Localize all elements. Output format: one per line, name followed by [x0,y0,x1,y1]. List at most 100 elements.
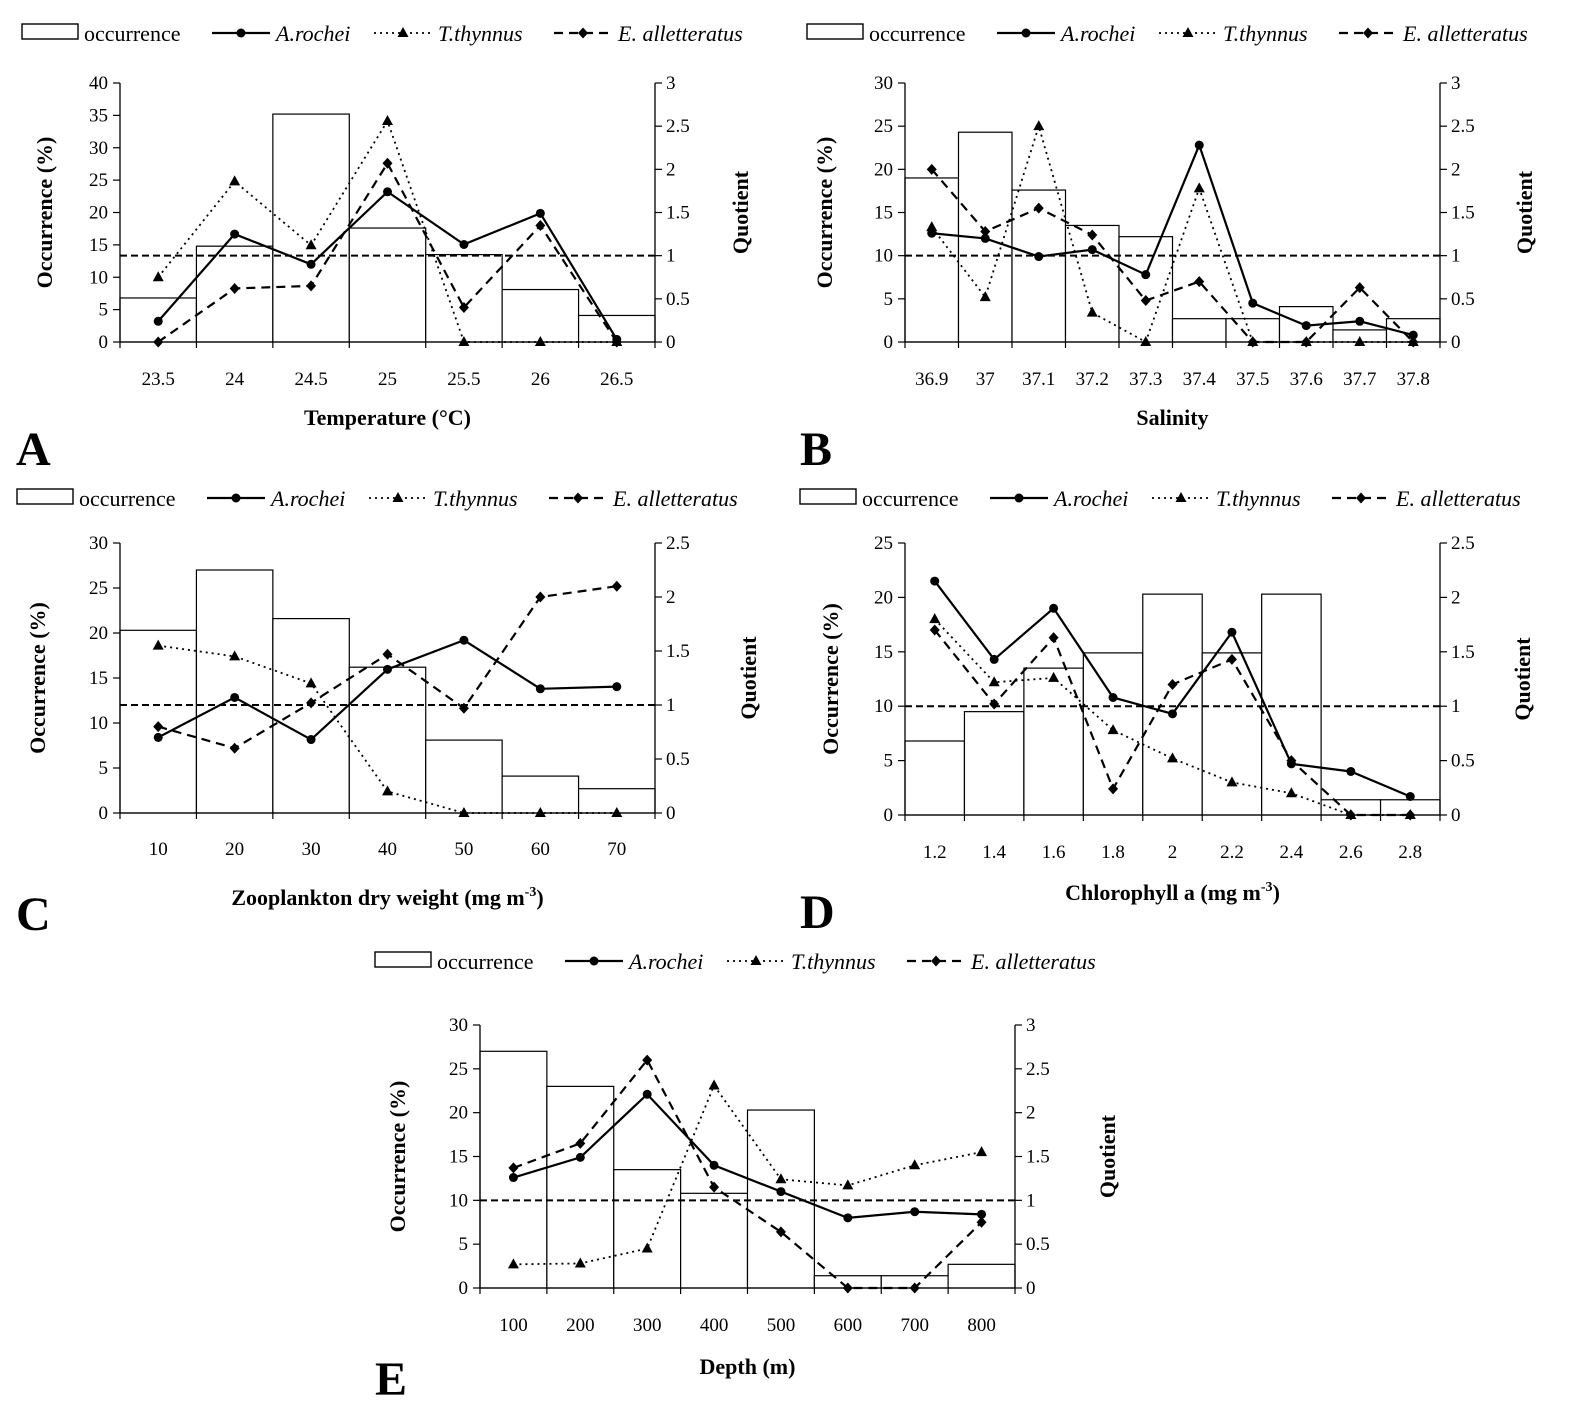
chart-panel-c: occurrence A.rochei T.thynnus E. alletterat… [16,486,761,941]
occurrence-bar [947,1263,1016,1289]
point-tthynnus [534,336,546,346]
panel-letter: D [800,886,835,939]
point-arochei [575,1152,585,1162]
series-line-ealletteratus [513,1058,983,1290]
y-tick-label: 5 [459,1234,469,1255]
x-tick-label: 37.1 [1022,369,1055,390]
chart-panel-a: occurrence A.rochei T.thynnus E. alletterat… [16,21,753,476]
y-tick-label: 30 [449,1015,468,1036]
point-tthynnus [641,1242,653,1253]
legend-ealletteratus-marker [931,955,941,967]
point-ealletteratus [508,1162,519,1174]
y2-tick-label: 0.5 [666,749,690,770]
point-arochei [910,1207,920,1217]
point-tthynnus [976,1146,988,1157]
point-ealletteratus [909,1282,920,1294]
point-ealletteratus [1247,336,1258,348]
x-tick-label: 1.6 [1042,842,1066,863]
y2-axis-title: Quotient [736,636,761,720]
y2-tick-label: 1.5 [1451,203,1475,224]
point-arochei [1346,766,1356,776]
point-arochei [980,233,990,243]
point-ealletteratus [1140,295,1151,307]
y-tick-label: 40 [89,73,108,94]
point-ealletteratus [709,1181,720,1193]
y-tick-label: 35 [89,105,108,126]
y2-tick-label: 0.5 [666,289,690,310]
x-tick-label: 37.4 [1183,369,1217,390]
y2-tick-label: 3 [1026,1015,1036,1036]
y-tick-label: 10 [89,713,108,734]
point-ealletteratus [1354,282,1365,294]
x-tick-label: 25.5 [447,369,480,390]
legend-occurrence-label: occurrence [869,21,965,46]
point-arochei [459,239,469,249]
point-tthynnus [611,807,623,817]
point-ealletteratus [1345,809,1356,821]
y2-axis-title: Quotient [1512,170,1537,254]
y2-axis-title: Quotient [728,170,753,254]
legend-occurrence-label: occurrence [437,949,533,974]
legend-tthynnus-label: T.thynnus [438,21,523,46]
point-ealletteratus [1108,783,1119,795]
x-tick-label: 1.8 [1101,842,1125,863]
legend-arochei-marker [1014,493,1024,503]
x-tick-label: 36.9 [915,369,948,390]
x-tick-label: 600 [834,1315,863,1336]
point-ealletteratus [458,301,469,313]
y-tick-label: 25 [874,533,893,554]
point-tthynnus [574,1257,586,1268]
point-ealletteratus [575,1137,586,1149]
point-tthynnus [534,807,546,817]
point-arochei [306,735,316,745]
occurrence-bar [746,1109,815,1289]
y-tick-label: 0 [459,1278,469,1299]
point-tthynnus [929,613,941,624]
occurrence-bar [904,177,960,343]
y-tick-label: 25 [874,116,893,137]
series-line-arochei [931,142,1414,337]
legend-occurrence-swatch [799,488,857,505]
y-tick-label: 5 [884,751,894,772]
point-ealletteratus [611,336,622,348]
y-tick-label: 0 [884,332,894,353]
y2-axis-title: Quotient [1095,1114,1120,1198]
y-axis-title: Occurrence (%) [32,137,57,289]
point-ealletteratus [642,1054,653,1066]
legend-tthynnus-label: T.thynnus [791,949,876,974]
legend-ealletteratus-label: E. alletteratus [1402,21,1528,46]
y2-tick-label: 2 [1026,1103,1036,1124]
panel-letter: E [375,1353,407,1406]
y2-tick-label: 3 [666,73,676,94]
legend-tthynnus-marker [1182,27,1194,37]
point-ealletteratus [1194,276,1205,288]
x-tick-label: 2 [1168,842,1178,863]
x-tick-label: 400 [700,1315,729,1336]
occurrence-bar [1142,593,1203,816]
x-tick-label: 20 [225,839,244,860]
point-arochei [1301,321,1311,331]
x-tick-label: 24 [225,369,245,390]
occurrence-bar [904,740,966,816]
y-tick-label: 25 [89,170,108,191]
point-ealletteratus [926,163,937,175]
point-tthynnus [1048,671,1060,682]
legend-occurrence-swatch [21,23,79,40]
x-tick-label: 40 [378,839,397,860]
x-tick-label: 10 [149,839,168,860]
legend-ealletteratus-marker [573,492,583,504]
x-tick-label: 37.5 [1236,369,1269,390]
point-arochei [535,684,545,694]
point-tthynnus [1285,787,1297,798]
occurrence-bar [501,288,580,343]
y2-tick-label: 1 [666,246,676,267]
point-ealletteratus [153,721,164,733]
legend-ealletteratus-label: E. alletteratus [612,486,738,511]
y-tick-label: 30 [874,73,893,94]
point-tthynnus [842,1179,854,1190]
y2-tick-label: 1 [1026,1190,1036,1211]
legend: occurrence A.rochei T.thynnus E. alletterat… [374,949,1096,974]
point-arochei [230,692,240,702]
occurrence-bar [1064,224,1120,343]
occurrence-bar [425,253,503,343]
